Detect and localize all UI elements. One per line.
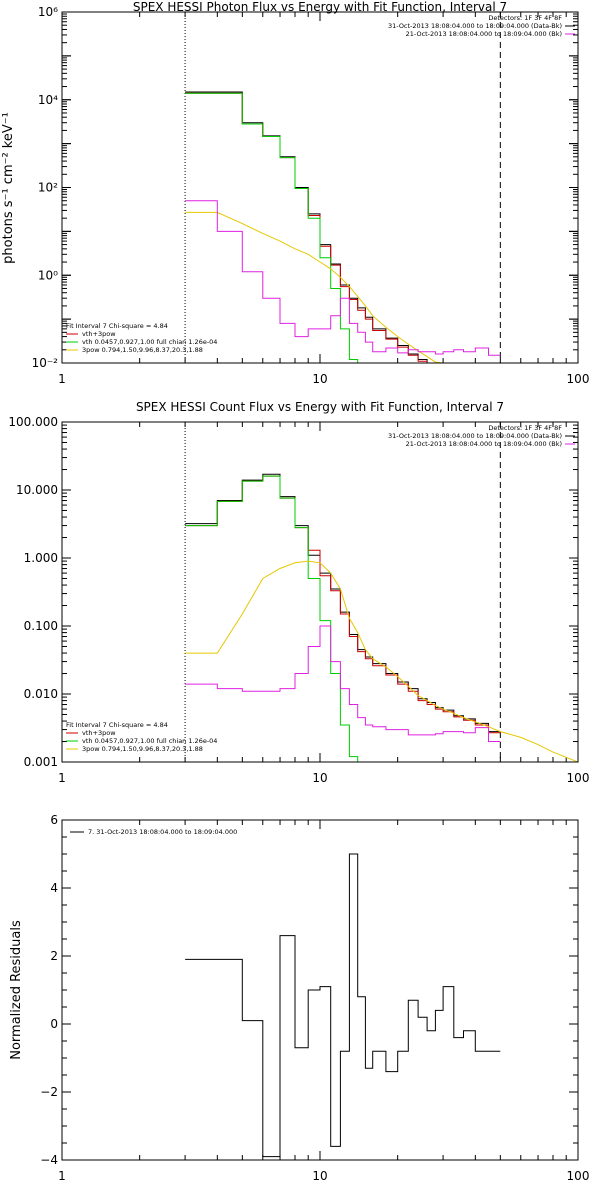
y-tick-label: 10.000 [16, 483, 58, 497]
x-tick-label: 1 [58, 372, 66, 386]
fit-legend-entry: 3pow 0.794,1.50,9.96,8.37,20.3,1.88 [82, 346, 203, 354]
y-tick-label: 0.010 [24, 687, 58, 701]
x-tick-label: 10 [312, 771, 327, 785]
fit-legend-entry: vth 0.0457,0.927,1.00 full chian 1.26e-0… [82, 338, 217, 346]
x-tick-label: 100 [567, 1169, 590, 1183]
chart-title: SPEX HESSI Count Flux vs Energy with Fit… [136, 400, 504, 414]
y-tick-label: −4 [40, 1153, 58, 1167]
series-line-1 [185, 91, 501, 363]
y-tick-label: 0 [50, 1017, 58, 1031]
x-tick-label: 100 [567, 372, 590, 386]
legend-entry: Detectors: 1F 3F 4F 8F [488, 14, 562, 22]
chart-panel-1: SPEX HESSI Photon Flux vs Energy with Fi… [1, 0, 589, 386]
chart-panel-3: Normalized Residuals 1 10 100 −4 −2 0 2 4 6 7. 31-… [9, 813, 589, 1183]
y-tick-label: 10⁻² [32, 356, 59, 370]
series-line-4 [185, 560, 578, 762]
y-tick-label: 2 [50, 949, 58, 963]
fit-legend-entry: vth+3pow [82, 330, 116, 338]
y-tick-label: −2 [40, 1085, 58, 1099]
series-line-3 [185, 475, 366, 762]
legend-entry: 31-Oct-2013 18:08:04.000 to 18:09:04.000… [388, 432, 562, 440]
series-line-2 [185, 92, 501, 363]
series-line-5 [185, 200, 501, 356]
y-axis-label: photons s⁻¹ cm⁻² keV⁻¹ [1, 112, 16, 264]
chart-panel-2: SPEX HESSI Count Flux vs Energy with Fit… [8, 400, 589, 785]
series-line-1 [185, 473, 501, 733]
x-tick-label: 10 [312, 1169, 327, 1183]
legend-entry: 21-Oct-2013 18:08:04.000 to 18:09:04.000… [406, 440, 562, 448]
series-line-5 [185, 625, 501, 742]
series-line-4 [185, 211, 538, 363]
chart-title: SPEX HESSI Photon Flux vs Energy with Fi… [133, 0, 507, 14]
x-tick-label: 10 [312, 372, 327, 386]
series-line-2 [185, 475, 501, 734]
series-line-1 [185, 853, 501, 1158]
x-tick-label: 1 [58, 1169, 66, 1183]
y-tick-label: 10⁴ [38, 93, 58, 107]
y-tick-label: 0.001 [24, 755, 58, 769]
plot-frame [61, 421, 579, 763]
series-line-3 [185, 92, 366, 363]
legend-entry: 21-Oct-2013 18:08:04.000 to 18:09:04.000… [406, 30, 562, 38]
fit-legend-entry: Fit Interval 7 Chi-square = 4.84 [66, 322, 168, 330]
legend-entry: 7. 31-Oct-2013 18:08:04.000 to 18:09:04.… [88, 828, 237, 836]
fit-legend-entry: 3pow 0.794,1.50,9.96,8.37,20.3,1.88 [82, 745, 203, 753]
x-tick-label: 1 [58, 771, 66, 785]
fit-legend-entry: vth 0.0457,0.927,1.00 full chian 1.26e-0… [82, 737, 217, 745]
y-tick-label: 4 [50, 881, 58, 895]
x-tick-label: 100 [567, 771, 590, 785]
y-tick-label: 10⁰ [38, 268, 58, 282]
y-tick-label: 0.100 [24, 619, 58, 633]
y-axis-label: Normalized Residuals [9, 920, 24, 1060]
plot-frame [61, 11, 579, 364]
y-tick-label: 10² [38, 181, 58, 195]
y-tick-label: 6 [50, 813, 58, 827]
fit-legend-entry: Fit Interval 7 Chi-square = 4.84 [66, 721, 168, 729]
plot-frame [61, 819, 579, 1161]
legend-entry: Detectors: 1F 3F 4F 8F [488, 424, 562, 432]
y-tick-label: 1.000 [24, 551, 58, 565]
fit-legend-entry: vth+3pow [82, 729, 116, 737]
y-tick-label: 10⁶ [38, 5, 58, 19]
y-tick-label: 100.000 [8, 415, 58, 429]
legend-entry: 31-Oct-2013 18:08:04.000 to 18:09:04.000… [388, 22, 562, 30]
